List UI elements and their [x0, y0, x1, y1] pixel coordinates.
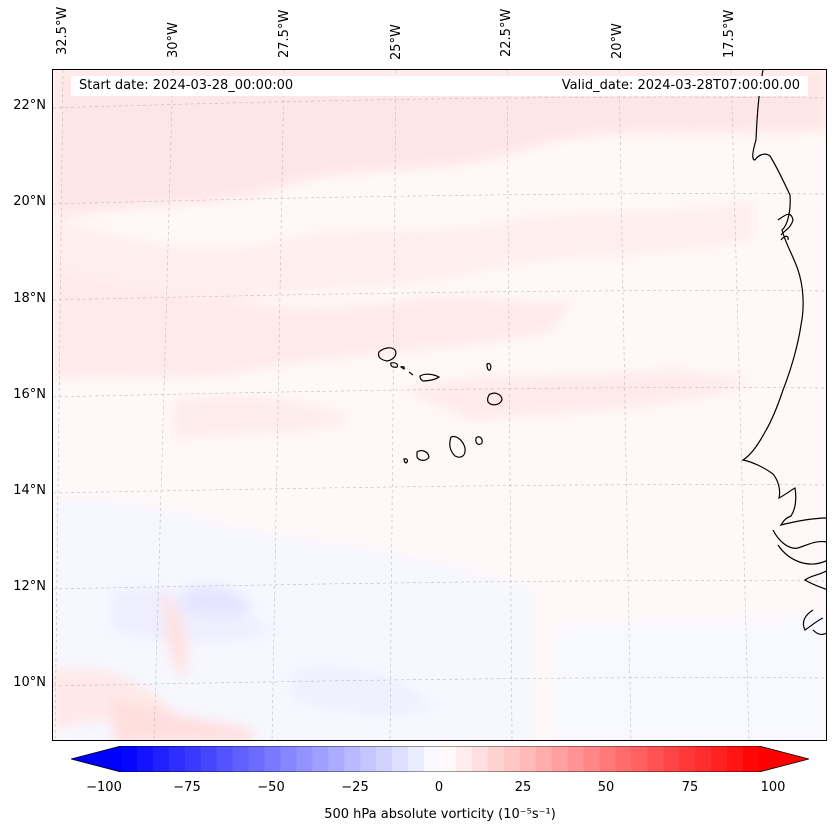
colorbar-cell	[743, 746, 760, 772]
colorbar-cell	[631, 746, 648, 772]
colorbar-extend-low	[71, 746, 121, 772]
colorbar-cell	[216, 746, 234, 772]
cape-verde-islands	[377, 347, 503, 464]
colorbar-cell	[487, 746, 505, 772]
colorbar-cell	[344, 746, 361, 772]
colorbar-tick: −75	[173, 780, 201, 795]
lat-label: 12°N	[13, 579, 46, 594]
colorbar-cell	[679, 746, 696, 772]
lon-label: 32.5°W	[55, 6, 70, 55]
colorbar-cell	[615, 746, 632, 772]
graticule	[53, 70, 826, 740]
colorbar-cell	[471, 746, 489, 772]
colorbar-cell	[727, 746, 744, 772]
colorbar-tick: 0	[434, 780, 444, 795]
colorbar-cell	[232, 746, 250, 772]
lon-label: 22.5°W	[499, 8, 514, 57]
valid-date: Valid_date: 2024-03-28T07:00:00.00	[561, 78, 800, 93]
lon-label: 27.5°W	[277, 9, 292, 58]
colorbar-cell	[121, 746, 138, 772]
colorbar-cell	[440, 746, 457, 772]
lat-label: 20°N	[13, 194, 46, 209]
colorbar-cell	[360, 746, 377, 772]
colorbar-tick: −25	[341, 780, 369, 795]
lon-label: 20°W	[610, 23, 625, 59]
colorbar-cell	[200, 746, 218, 772]
colorbar-cell	[567, 746, 585, 772]
colorbar-tick: −100	[86, 780, 122, 795]
map-panel	[52, 69, 827, 741]
colorbar-cell	[519, 746, 537, 772]
colorbar-cell	[136, 746, 154, 772]
lat-label: 22°N	[13, 98, 46, 113]
colorbar-cell	[711, 746, 728, 772]
colorbar-cell	[280, 746, 297, 772]
colorbar-label: 500 hPa absolute vorticity (10⁻⁵s⁻¹)	[324, 807, 556, 822]
colorbar-cell	[647, 746, 664, 772]
lat-label: 10°N	[13, 675, 46, 690]
lat-label: 18°N	[13, 291, 46, 306]
lat-label: 16°N	[13, 387, 46, 402]
colorbar-extend-high	[759, 746, 809, 772]
lat-label: 14°N	[13, 483, 46, 498]
lon-label: 30°W	[166, 22, 181, 58]
colorbar-cell	[695, 746, 712, 772]
colorbar-tick: 75	[681, 780, 699, 795]
colorbar-cell	[184, 746, 202, 772]
lon-label: 25°W	[389, 24, 404, 60]
date-annotation: Start date: 2024-03-28_00:00:00 Valid_da…	[71, 76, 808, 96]
colorbar	[71, 746, 809, 772]
colorbar-cell	[264, 746, 281, 772]
colorbar-cell	[168, 746, 186, 772]
colorbar-cell	[392, 746, 409, 772]
colorbar-tick: 25	[514, 780, 532, 795]
colorbar-cell	[535, 746, 553, 772]
colorbar-cell	[551, 746, 569, 772]
colorbar-cell	[599, 746, 616, 772]
colorbar-cell	[455, 746, 473, 772]
colorbar-tick: 50	[597, 780, 615, 795]
colorbar-cell	[583, 746, 600, 772]
colorbar-cell	[296, 746, 313, 772]
colorbar-cell	[376, 746, 393, 772]
coastline	[741, 70, 826, 636]
colorbar-cell	[248, 746, 266, 772]
colorbar-cell	[408, 746, 425, 772]
colorbar-cell	[663, 746, 680, 772]
start-date: Start date: 2024-03-28_00:00:00	[79, 78, 294, 93]
colorbar-cell	[424, 746, 441, 772]
colorbar-cell	[328, 746, 345, 772]
colorbar-cell	[503, 746, 521, 772]
colorbar-cell	[152, 746, 170, 772]
vorticity-field	[53, 70, 826, 740]
colorbar-tick: −50	[257, 780, 285, 795]
colorbar-cell	[312, 746, 329, 772]
colorbar-tick: 100	[760, 780, 786, 795]
lon-label: 17.5°W	[722, 9, 737, 58]
